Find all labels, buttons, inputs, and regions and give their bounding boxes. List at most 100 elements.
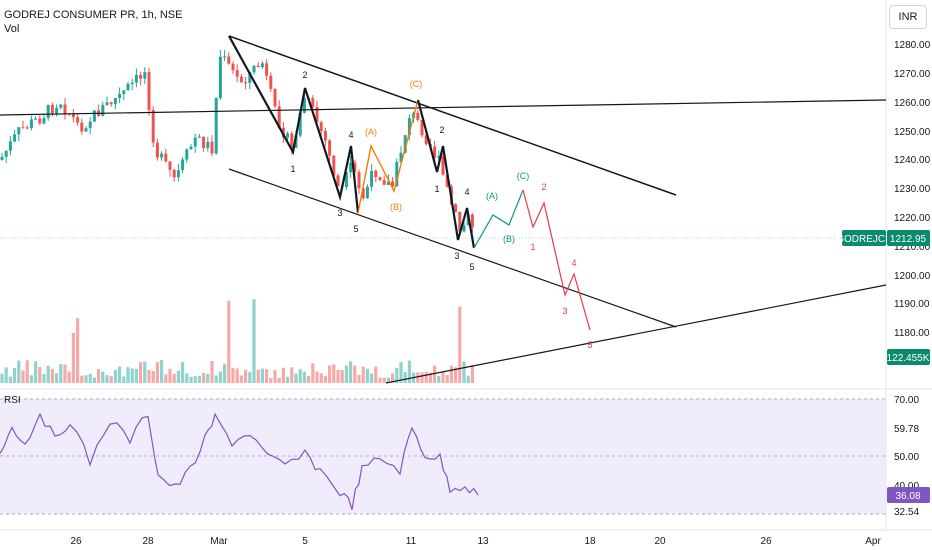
candle-body	[223, 56, 227, 58]
candle-body	[168, 161, 172, 170]
red-wave-path[interactable]	[522, 189, 591, 331]
volume-indicator-label[interactable]: Vol	[4, 23, 20, 35]
candle-body	[424, 135, 428, 145]
black-wave-label: 3	[337, 208, 342, 218]
volume-bar	[176, 370, 180, 383]
volume-bar	[80, 375, 84, 383]
symbol-title[interactable]: GODREJ CONSUMER PR, 1h, NSE	[4, 9, 183, 21]
candle-body	[370, 170, 374, 187]
rsi-badge-bg	[887, 487, 930, 503]
volume-bar	[449, 365, 453, 383]
candle-body	[218, 56, 222, 98]
black-wave-label: 5	[469, 262, 474, 272]
candle-body	[407, 118, 411, 136]
volume-bar	[416, 372, 420, 383]
volume-bar	[307, 375, 311, 383]
volume-bar	[231, 367, 235, 383]
candle-body	[113, 98, 117, 104]
candle-body	[445, 174, 449, 187]
black-wave-path-1[interactable]	[228, 35, 360, 214]
candle-body	[260, 63, 264, 68]
candle-body	[88, 121, 92, 129]
orange-wave-path[interactable]	[357, 99, 419, 214]
volume-bar	[235, 368, 239, 383]
candle-body	[8, 141, 12, 151]
volume-bar	[386, 377, 390, 383]
candle-body	[164, 153, 168, 162]
channel-upper-line[interactable]	[228, 35, 677, 196]
price-tick: 1200.00	[894, 271, 931, 282]
candle-body	[193, 137, 197, 147]
candle-body	[382, 180, 386, 185]
candle-body	[252, 65, 256, 73]
red-wave-label: 1	[530, 242, 535, 252]
price-tick: 1190.00	[894, 299, 930, 310]
candle-body	[185, 149, 189, 160]
candle-body	[71, 113, 75, 118]
volume-bar	[433, 365, 437, 383]
trend-lines[interactable]	[0, 35, 887, 384]
black-wave-label: 5	[353, 224, 358, 234]
candle-body	[235, 70, 239, 77]
rsi-pane-label[interactable]: RSI	[4, 395, 21, 406]
chart-header: GODREJ CONSUMER PR, 1h, NSE Vol	[4, 8, 182, 36]
currency-button[interactable]: INR	[889, 5, 927, 29]
candle-body	[176, 170, 180, 178]
volume-bar	[38, 367, 42, 383]
candle-body	[231, 63, 235, 71]
volume-bar	[281, 367, 285, 383]
volume-bar	[134, 369, 138, 383]
candle-body	[286, 133, 290, 138]
black-wave-path-2[interactable]	[416, 99, 476, 249]
volume-bar	[332, 364, 336, 383]
volume-bar	[164, 374, 168, 383]
rsi-tick: 70.00	[894, 395, 919, 406]
candle-body	[197, 136, 201, 138]
volume-bar	[42, 373, 46, 383]
candle-body	[403, 135, 407, 153]
candle-body	[391, 181, 395, 187]
channel-lower-line[interactable]	[228, 168, 677, 328]
volume-bar	[218, 371, 222, 383]
red-wave-label: 3	[562, 306, 567, 316]
volume-bar	[223, 363, 227, 383]
volume-bar	[340, 370, 344, 383]
volume-bars	[0, 299, 474, 383]
teal-wave-path[interactable]	[473, 189, 524, 249]
volume-bar	[50, 369, 54, 383]
candle-body	[206, 141, 210, 148]
rising-support-line[interactable]	[385, 284, 887, 384]
horizontal-trend-line[interactable]	[0, 99, 887, 116]
candle-body	[336, 175, 340, 187]
orange-wave-label: (C)	[410, 79, 423, 89]
volume-bar	[122, 376, 126, 383]
volume-bar	[197, 375, 201, 383]
rsi-line	[0, 412, 479, 510]
time-tick: 20	[654, 536, 666, 547]
volume-bar	[248, 371, 252, 383]
candle-body	[470, 214, 474, 228]
volume-bar	[315, 371, 319, 383]
volume-bar	[214, 375, 218, 383]
candle-body	[122, 90, 126, 95]
candle-body	[323, 130, 327, 141]
symbol-badge-bg	[842, 230, 886, 246]
volume-bar	[344, 365, 348, 383]
volume-bar	[302, 371, 306, 383]
volume-bar	[168, 368, 172, 383]
volume-bar	[101, 371, 105, 383]
candle-body	[17, 127, 21, 135]
volume-bar	[239, 375, 243, 383]
candle-body	[143, 72, 147, 79]
candle-body	[59, 104, 63, 108]
volume-bar	[336, 369, 340, 383]
volume-bar	[46, 365, 50, 383]
candle-body	[265, 63, 269, 76]
candle-body	[227, 56, 231, 64]
time-tick: 5	[302, 536, 308, 547]
price-tick: 1210.00	[894, 242, 931, 253]
candle-body	[277, 106, 281, 128]
volume-bar	[97, 369, 101, 383]
volume-bar	[4, 367, 8, 383]
